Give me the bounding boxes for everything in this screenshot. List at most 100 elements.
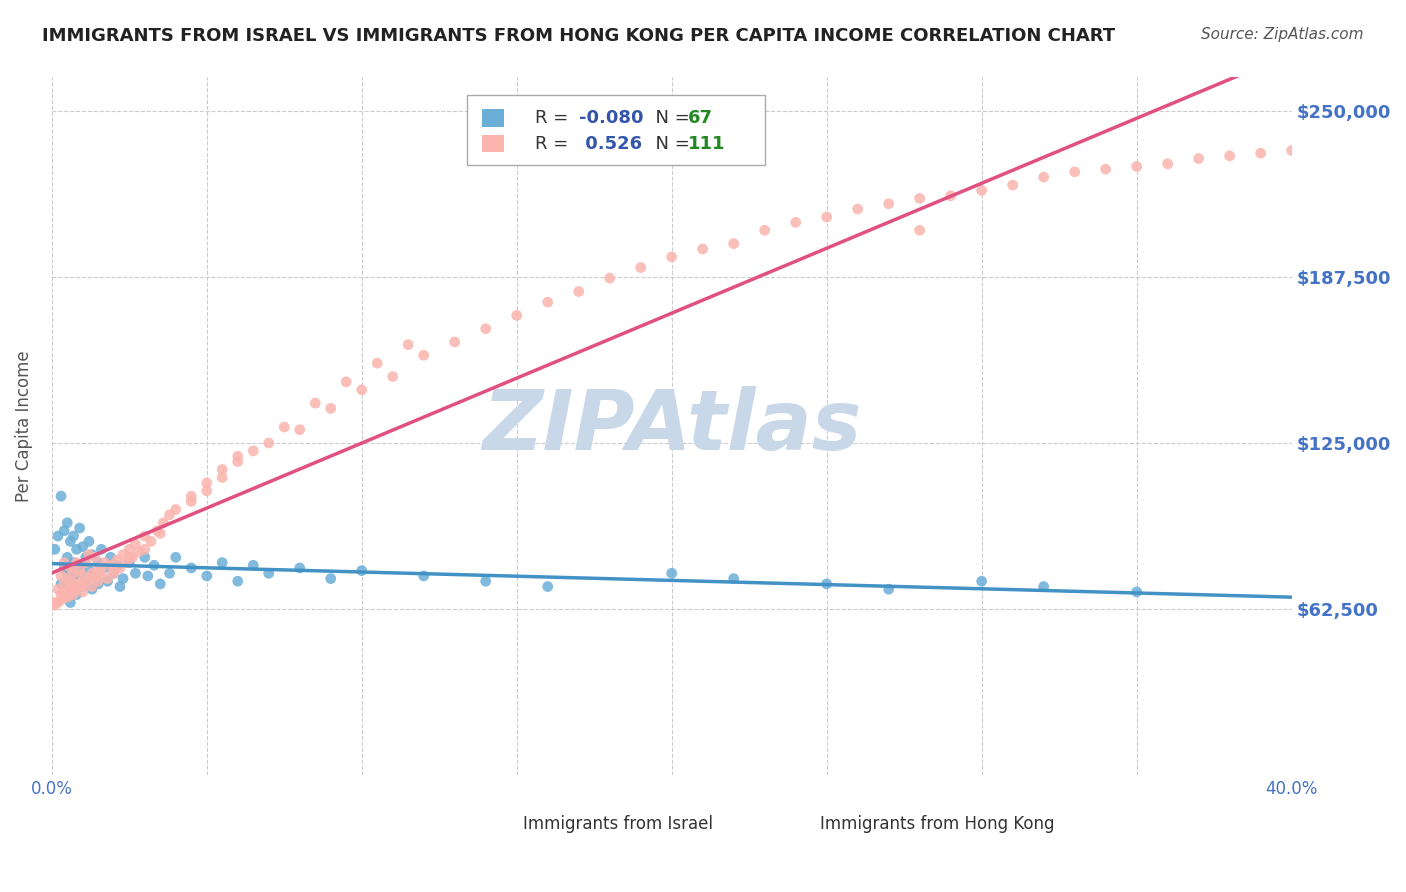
Point: [143, 558, 166, 573]
Point: [46, 595, 69, 609]
Point: [226, 454, 249, 468]
Text: 111: 111: [688, 135, 725, 153]
Point: [118, 556, 141, 570]
Point: [77, 534, 100, 549]
Point: [815, 210, 838, 224]
Point: [1001, 178, 1024, 193]
Point: [537, 580, 560, 594]
Point: [599, 271, 621, 285]
Point: [630, 260, 652, 275]
Text: 67: 67: [688, 109, 713, 127]
Point: [319, 401, 342, 416]
Point: [69, 564, 91, 578]
Point: [1125, 585, 1147, 599]
Point: [108, 580, 131, 594]
Point: [62, 585, 84, 599]
Point: [319, 572, 342, 586]
Point: [1281, 144, 1303, 158]
Point: [65, 566, 87, 581]
Point: [568, 285, 591, 299]
Point: [723, 572, 745, 586]
Point: [159, 508, 181, 522]
Point: [195, 569, 218, 583]
Point: [56, 572, 79, 586]
Point: [335, 375, 357, 389]
Point: [49, 588, 72, 602]
Point: [77, 564, 100, 578]
Point: [1063, 165, 1085, 179]
Point: [939, 188, 962, 202]
Point: [72, 580, 94, 594]
Point: [118, 550, 141, 565]
Point: [124, 537, 146, 551]
Point: [59, 580, 82, 594]
Point: [1250, 146, 1272, 161]
Point: [136, 569, 159, 583]
Point: [65, 582, 87, 597]
Point: [65, 556, 87, 570]
Point: [72, 580, 94, 594]
Point: [53, 524, 76, 538]
Point: [53, 591, 76, 605]
Point: [165, 502, 187, 516]
Text: R =: R =: [536, 109, 574, 127]
Point: [350, 564, 373, 578]
Point: [75, 572, 97, 586]
Point: [65, 542, 87, 557]
Point: [970, 183, 993, 197]
Text: Source: ZipAtlas.com: Source: ZipAtlas.com: [1201, 27, 1364, 42]
Point: [118, 542, 141, 557]
Point: [152, 516, 174, 530]
Point: [304, 396, 326, 410]
Point: [77, 548, 100, 562]
Point: [53, 577, 76, 591]
Text: N =: N =: [644, 109, 696, 127]
Point: [443, 334, 465, 349]
Point: [211, 556, 233, 570]
Point: [77, 572, 100, 586]
Text: ZIPAtlas: ZIPAtlas: [482, 386, 862, 467]
Point: [877, 196, 900, 211]
Point: [62, 566, 84, 581]
Point: [288, 561, 311, 575]
Text: Immigrants from Israel: Immigrants from Israel: [523, 815, 713, 833]
Point: [80, 548, 103, 562]
Point: [257, 566, 280, 581]
Point: [180, 489, 202, 503]
Point: [90, 564, 112, 578]
Point: [121, 550, 143, 565]
Point: [754, 223, 776, 237]
Point: [84, 569, 107, 583]
Point: [257, 436, 280, 450]
Point: [103, 566, 125, 581]
Point: [381, 369, 404, 384]
Point: [100, 550, 122, 565]
Point: [146, 524, 169, 538]
Text: 0.526: 0.526: [579, 135, 641, 153]
Point: [59, 582, 82, 597]
Point: [80, 582, 103, 597]
Point: [474, 321, 496, 335]
Point: [1156, 157, 1178, 171]
Point: [1219, 149, 1241, 163]
Point: [124, 566, 146, 581]
Point: [80, 580, 103, 594]
Point: [49, 592, 72, 607]
Point: [350, 383, 373, 397]
Point: [56, 569, 79, 583]
Point: [105, 558, 128, 573]
Point: [474, 574, 496, 589]
Point: [59, 582, 82, 597]
Point: [396, 337, 419, 351]
FancyBboxPatch shape: [467, 95, 765, 165]
Point: [661, 566, 683, 581]
FancyBboxPatch shape: [461, 814, 484, 833]
Point: [877, 582, 900, 597]
Point: [56, 588, 79, 602]
Point: [56, 585, 79, 599]
Point: [103, 566, 125, 581]
Point: [87, 569, 110, 583]
Point: [62, 556, 84, 570]
Point: [53, 556, 76, 570]
Point: [139, 534, 162, 549]
